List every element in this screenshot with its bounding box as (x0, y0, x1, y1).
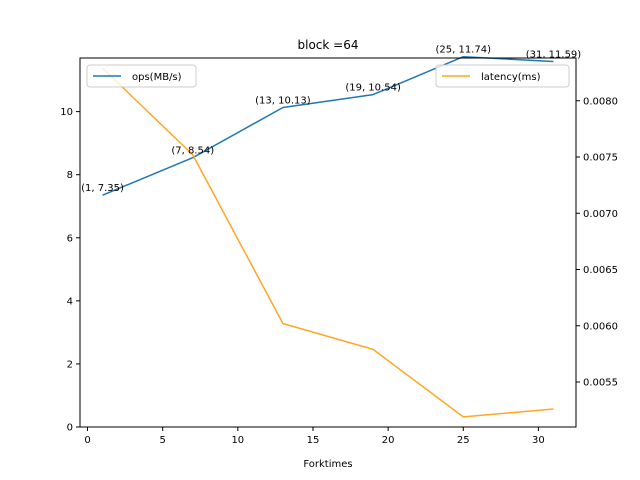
y-tick-label: 0 (67, 423, 73, 434)
y2-tick-label: 0.0065 (583, 265, 618, 276)
y2-tick-label: 0.0075 (583, 153, 618, 164)
data-label: (25, 11.74) (436, 45, 492, 56)
y-tick-label: 4 (67, 296, 73, 307)
y2-tick-label: 0.0070 (583, 209, 618, 220)
legend-latency-label: latency(ms) (481, 72, 541, 83)
data-label: (13, 10.13) (255, 96, 311, 107)
x-tick-label: 20 (382, 435, 395, 446)
y2-tick-label: 0.0080 (583, 96, 618, 107)
x-tick-label: 5 (159, 435, 165, 446)
annotations: (1, 7.35) (7, 8.54) (13, 10.13) (19, 10.54)… (81, 45, 581, 194)
y2-tick-label: 0.0060 (583, 321, 618, 332)
latency-series-line (102, 67, 554, 418)
data-label: (1, 7.35) (81, 183, 124, 194)
y-axis-left: 0 2 4 6 8 10 (60, 107, 80, 434)
y-tick-label: 6 (67, 233, 73, 244)
legend-ops-label: ops(MB/s) (132, 72, 182, 83)
x-tick-label: 25 (457, 435, 470, 446)
x-tick-label: 0 (84, 435, 90, 446)
plot-lines (102, 55, 554, 418)
data-label: (31, 11.59) (526, 49, 582, 60)
y-tick-label: 2 (67, 359, 73, 370)
x-axis: 0 5 10 15 20 25 30 (84, 427, 545, 446)
x-tick-label: 10 (231, 435, 244, 446)
x-axis-label: Forktimes (303, 459, 352, 470)
data-label: (19, 10.54) (345, 83, 401, 94)
legend-ops: ops(MB/s) (86, 64, 197, 88)
plot-frame (79, 57, 577, 428)
y-tick-label: 8 (67, 170, 73, 181)
chart-title: block =64 (298, 38, 359, 52)
y2-tick-label: 0.0055 (583, 378, 618, 389)
x-tick-label: 30 (532, 435, 545, 446)
legend-latency: latency(ms) (435, 64, 570, 88)
y-tick-label: 10 (60, 107, 73, 118)
y-axis-right: 0.0055 0.0060 0.0065 0.0070 0.0075 0.0080 (576, 96, 618, 389)
x-tick-label: 15 (307, 435, 320, 446)
data-label: (7, 8.54) (171, 146, 214, 157)
